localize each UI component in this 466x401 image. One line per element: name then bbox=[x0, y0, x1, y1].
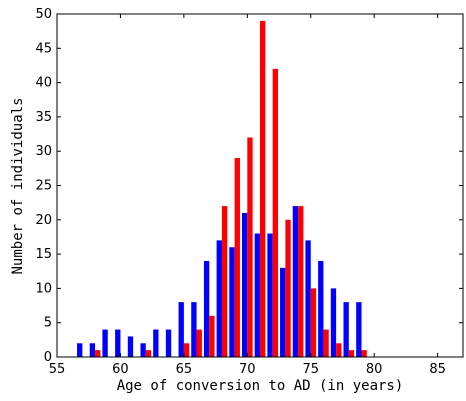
bar-series1-x62 bbox=[140, 343, 146, 357]
y-tick-label: 20 bbox=[35, 213, 52, 228]
bar-series1-x74 bbox=[292, 206, 299, 357]
bar-series2-x72 bbox=[272, 68, 279, 357]
bar-series2-x69 bbox=[234, 158, 240, 357]
bar-series2-x76 bbox=[323, 329, 329, 357]
y-axis-ticks: 0 5 10 15 20 25 30 35 40 45 50 bbox=[35, 7, 463, 365]
bar-series1-x69 bbox=[229, 247, 235, 357]
bars-group bbox=[77, 20, 367, 358]
bar-series1-x78 bbox=[343, 302, 349, 357]
bar-series2-x75 bbox=[310, 288, 317, 357]
x-tick-label: 80 bbox=[366, 362, 383, 377]
bar-series2-x71 bbox=[260, 20, 266, 358]
y-tick-label: 0 bbox=[44, 350, 52, 365]
bar-series1-x58 bbox=[89, 343, 96, 357]
bar-series1-x66 bbox=[191, 302, 197, 357]
bar-series2-x62 bbox=[145, 350, 152, 357]
bar-series1-x61 bbox=[127, 336, 134, 357]
x-axis-label: Age of conversion to AD (in years) bbox=[117, 378, 404, 394]
bar-series2-x65 bbox=[183, 343, 190, 357]
y-tick-label: 5 bbox=[44, 316, 52, 331]
y-tick-label: 40 bbox=[35, 76, 52, 91]
bar-series1-x57 bbox=[77, 343, 83, 357]
bar-series1-x64 bbox=[165, 329, 172, 357]
bar-series2-x73 bbox=[285, 219, 291, 357]
x-tick-label: 70 bbox=[239, 362, 256, 377]
bar-series1-x73 bbox=[280, 267, 286, 357]
bar-series2-x78 bbox=[348, 350, 355, 357]
bar-series1-x63 bbox=[153, 329, 159, 357]
y-tick-label: 30 bbox=[35, 144, 52, 159]
x-tick-label: 55 bbox=[49, 362, 66, 377]
bar-series1-x60 bbox=[115, 329, 121, 357]
y-tick-label: 15 bbox=[35, 247, 52, 262]
x-tick-label: 65 bbox=[176, 362, 193, 377]
y-tick-label: 45 bbox=[35, 41, 52, 56]
bar-series2-x79 bbox=[361, 350, 367, 357]
x-tick-label: 75 bbox=[302, 362, 319, 377]
bar-series1-x70 bbox=[241, 212, 248, 357]
bar-series1-x68 bbox=[216, 240, 222, 357]
y-tick-label: 35 bbox=[35, 110, 52, 125]
bar-series2-x67 bbox=[209, 315, 215, 357]
bar-series2-x66 bbox=[196, 329, 202, 357]
bar-series1-x72 bbox=[267, 233, 273, 357]
bar-series1-x77 bbox=[330, 288, 337, 357]
bar-series2-x77 bbox=[336, 343, 342, 357]
x-tick-label: 85 bbox=[429, 362, 446, 377]
y-axis-label: Number of individuals bbox=[10, 97, 26, 274]
bar-series2-x68 bbox=[221, 206, 228, 357]
x-tick-label: 60 bbox=[112, 362, 129, 377]
bar-series1-x65 bbox=[178, 302, 184, 357]
bar-series1-x75 bbox=[305, 240, 311, 357]
bar-series2-x58 bbox=[95, 350, 101, 357]
y-tick-label: 50 bbox=[35, 7, 52, 22]
y-tick-label: 25 bbox=[35, 179, 52, 194]
bar-series2-x70 bbox=[247, 137, 253, 357]
bar-series1-x59 bbox=[102, 329, 108, 357]
bar-series2-x74 bbox=[298, 206, 304, 357]
bar-series1-x79 bbox=[356, 302, 362, 357]
bar-series1-x71 bbox=[254, 233, 260, 357]
y-tick-label: 10 bbox=[35, 281, 52, 296]
bar-series1-x76 bbox=[318, 260, 324, 357]
x-axis-ticks: 55 60 65 70 75 80 85 bbox=[49, 14, 446, 377]
bar-series1-x67 bbox=[203, 260, 210, 357]
